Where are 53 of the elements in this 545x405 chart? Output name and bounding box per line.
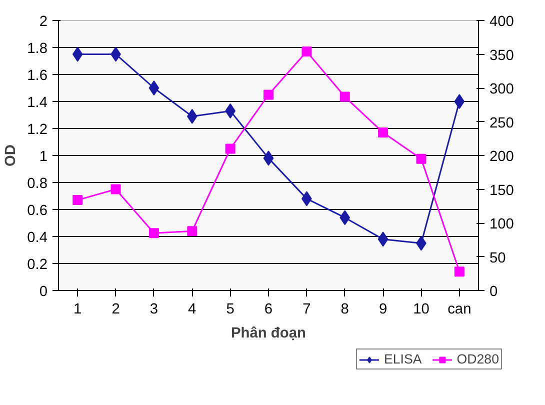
point: [416, 154, 426, 164]
point: [72, 195, 83, 206]
legend-label: OD280: [456, 352, 499, 366]
y-tick-label: 0.8: [27, 176, 48, 192]
y2-tick-label: 400: [490, 14, 514, 30]
x-tick-label: 1: [74, 302, 82, 318]
point: [378, 232, 388, 247]
x-tick-label: can: [448, 302, 472, 318]
y-tick-label: 1.6: [27, 68, 48, 84]
x-tick-label: 6: [264, 302, 273, 318]
point: [187, 226, 198, 236]
y-tick-label: 0.2: [27, 257, 48, 273]
point: [148, 228, 159, 238]
y-tick-label: 0: [39, 284, 48, 300]
point: [264, 90, 274, 100]
point: [454, 94, 465, 109]
y-tick-label: 2: [39, 14, 48, 30]
point: [186, 108, 198, 124]
y-tick-label: 1.8: [27, 41, 48, 57]
x-tick-label: 5: [226, 302, 234, 318]
legend-label: ELISA: [384, 352, 422, 366]
x-tick-label: 2: [112, 302, 120, 318]
point: [378, 128, 388, 138]
y2-tick-label: 100: [490, 216, 514, 232]
y2-tick-label: 250: [490, 115, 514, 132]
y2-tick-label: 300: [490, 82, 514, 98]
y2-tick-label: 0: [490, 284, 498, 300]
y-tick-label: 1: [39, 149, 48, 165]
y-tick-label: 0.4: [27, 230, 48, 246]
x-tick-label: 9: [378, 302, 388, 318]
x-tick-label: 10: [413, 302, 430, 318]
point: [148, 80, 160, 96]
x-tick-label: 4: [188, 302, 196, 318]
point: [263, 150, 274, 166]
y-tick-label: 1.4: [27, 95, 48, 111]
point: [225, 144, 236, 154]
y-axis-title: OD: [3, 144, 20, 166]
y2-tick-label: 50: [490, 250, 506, 266]
y2-tick-label: 200: [490, 149, 514, 165]
point: [340, 92, 350, 102]
y-tick-label: 1.2: [27, 122, 48, 138]
x-tick-label: 8: [340, 302, 349, 318]
point: [454, 266, 464, 277]
point: [72, 46, 83, 62]
y2-tick-label: 150: [490, 182, 514, 199]
y-tick-label: 0.6: [27, 203, 48, 219]
y2-tick-label: 350: [490, 48, 514, 64]
x-axis-title: Phân đoạn: [231, 326, 306, 342]
point: [340, 210, 350, 226]
point: [302, 46, 312, 57]
point: [110, 184, 121, 194]
x-tick-label: 3: [150, 302, 158, 318]
x-tick-label: 7: [302, 302, 311, 318]
